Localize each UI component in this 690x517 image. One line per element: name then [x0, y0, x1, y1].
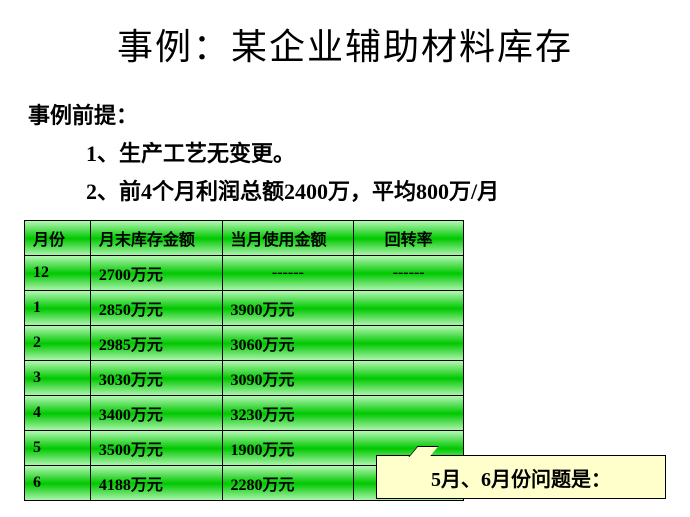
table-row: 4 3400万元 3230万元: [25, 396, 464, 431]
cell-usage: ------: [222, 256, 354, 291]
cell-turnover: [354, 326, 464, 361]
cell-turnover: [354, 361, 464, 396]
cell-usage: 3900万元: [222, 291, 354, 326]
col-header-end-inventory: 月末库存金额: [90, 221, 222, 256]
cell-usage: 3060万元: [222, 326, 354, 361]
cell-end-inventory: 2700万元: [90, 256, 222, 291]
cell-usage: 2280万元: [222, 466, 354, 501]
cell-month: 12: [25, 256, 91, 291]
cell-month: 4: [25, 396, 91, 431]
cell-end-inventory: 4188万元: [90, 466, 222, 501]
col-header-turnover: 回转率: [354, 221, 464, 256]
cell-month: 3: [25, 361, 91, 396]
cell-end-inventory: 2850万元: [90, 291, 222, 326]
cell-usage: 3090万元: [222, 361, 354, 396]
col-header-usage: 当月使用金额: [222, 221, 354, 256]
cell-month: 6: [25, 466, 91, 501]
question-callout: 5月、6月份问题是：: [376, 455, 666, 499]
cell-usage: 3230万元: [222, 396, 354, 431]
premise-line-1: 1、生产工艺无变更。: [0, 130, 690, 168]
table-row: 12 2700万元 ------ ------: [25, 256, 464, 291]
cell-month: 5: [25, 431, 91, 466]
cell-end-inventory: 3400万元: [90, 396, 222, 431]
table-row: 3 3030万元 3090万元: [25, 361, 464, 396]
col-header-month: 月份: [25, 221, 91, 256]
table-row: 1 2850万元 3900万元: [25, 291, 464, 326]
cell-month: 1: [25, 291, 91, 326]
cell-end-inventory: 2985万元: [90, 326, 222, 361]
premise-line-2: 2、前4个月利润总额2400万，平均800万/月: [0, 168, 690, 206]
callout-text: 5月、6月份问题是：: [431, 463, 611, 492]
table-row: 2 2985万元 3060万元: [25, 326, 464, 361]
cell-turnover: [354, 291, 464, 326]
slide-title: 事例：某企业辅助材料库存: [0, 0, 690, 70]
cell-month: 2: [25, 326, 91, 361]
premise-label: 事例前提：: [0, 70, 690, 130]
cell-turnover: [354, 396, 464, 431]
cell-usage: 1900万元: [222, 431, 354, 466]
cell-end-inventory: 3030万元: [90, 361, 222, 396]
cell-turnover: ------: [354, 256, 464, 291]
cell-end-inventory: 3500万元: [90, 431, 222, 466]
table-header-row: 月份 月末库存金额 当月使用金额 回转率: [25, 221, 464, 256]
